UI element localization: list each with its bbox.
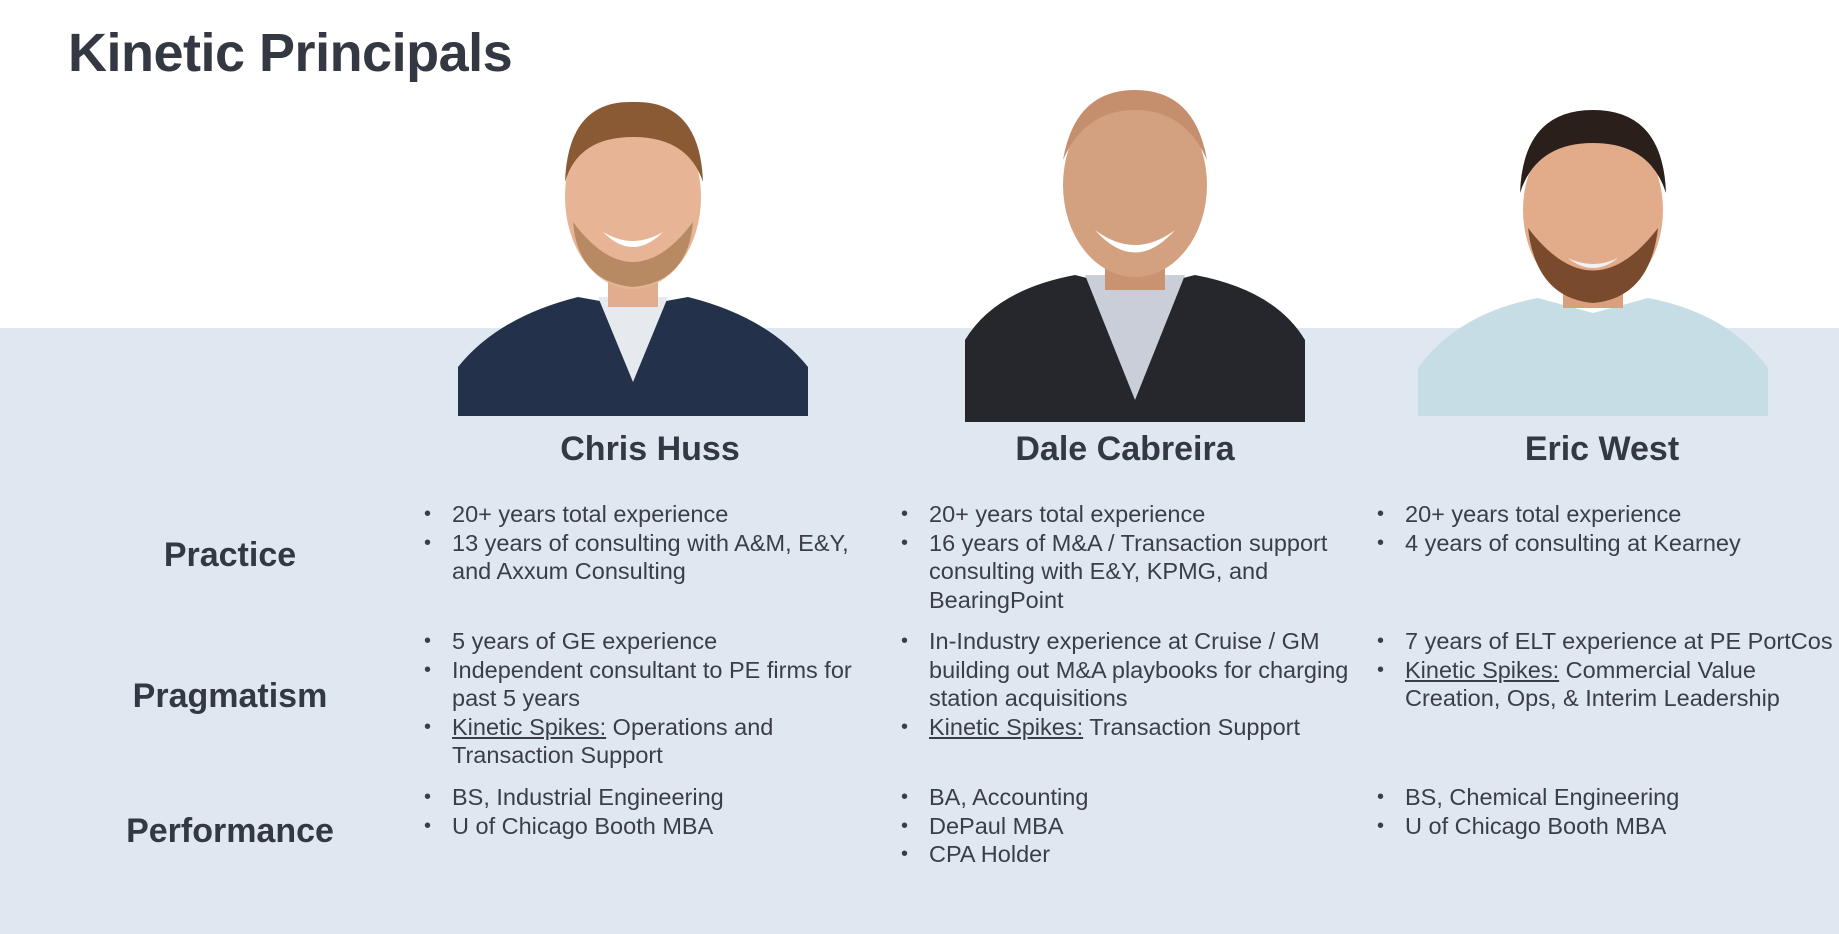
list-item: BS, Industrial Engineering [422, 783, 877, 812]
list-item: U of Chicago Booth MBA [422, 812, 877, 841]
list-item: 5 years of GE experience [422, 627, 877, 656]
kinetic-spikes-label: Kinetic Spikes: [1405, 656, 1560, 683]
list-item: Kinetic Spikes: Operations and Transacti… [422, 713, 877, 770]
page-title: Kinetic Principals [68, 23, 513, 83]
list-item: 4 years of consulting at Kearney [1375, 529, 1835, 558]
kinetic-spikes-text: Operations and Transaction Support [452, 713, 774, 769]
list-item: 20+ years total experience [1375, 500, 1835, 529]
kinetic-spikes-text: Commercial Value Creation, Ops, & Interi… [1405, 656, 1780, 712]
practice-list-dale-cabreira: 20+ years total experience 16 years of M… [899, 500, 1354, 614]
performance-list-dale-cabreira: BA, Accounting DePaul MBA CPA Holder [899, 783, 1354, 869]
list-item: 16 years of M&A / Transaction support co… [899, 529, 1354, 615]
pragmatism-list-dale-cabreira: In-Industry experience at Cruise / GM bu… [899, 627, 1354, 741]
list-item: DePaul MBA [899, 812, 1354, 841]
principal-name-chris-huss: Chris Huss [560, 430, 740, 468]
practice-list-chris-huss: 20+ years total experience 13 years of c… [422, 500, 877, 586]
list-item: Kinetic Spikes: Transaction Support [899, 713, 1354, 742]
list-item: 20+ years total experience [899, 500, 1354, 529]
principal-name-eric-west: Eric West [1524, 430, 1680, 468]
kinetic-spikes-text: Transaction Support [1083, 713, 1300, 740]
portrait-photo-eric-west [1418, 98, 1768, 416]
kinetic-spikes-label: Kinetic Spikes: [452, 713, 607, 740]
list-item: 20+ years total experience [422, 500, 877, 529]
list-item: Kinetic Spikes: Commercial Value Creatio… [1375, 656, 1835, 713]
portrait-photo-chris-huss [458, 82, 808, 416]
list-item: BA, Accounting [899, 783, 1354, 812]
principal-name-dale-cabreira: Dale Cabreira [1015, 430, 1235, 468]
list-item: U of Chicago Booth MBA [1375, 812, 1835, 841]
list-item: 13 years of consulting with A&M, E&Y, an… [422, 529, 877, 586]
kinetic-spikes-label: Kinetic Spikes: [929, 713, 1084, 740]
row-label-pragmatism: Pragmatism [132, 677, 328, 715]
list-item: Independent consultant to PE firms for p… [422, 656, 877, 713]
list-item: BS, Chemical Engineering [1375, 783, 1835, 812]
list-item: 7 years of ELT experience at PE PortCos [1375, 627, 1835, 656]
performance-list-eric-west: BS, Chemical Engineering U of Chicago Bo… [1375, 783, 1835, 840]
list-item: CPA Holder [899, 840, 1354, 869]
pragmatism-list-chris-huss: 5 years of GE experience Independent con… [422, 627, 877, 770]
practice-list-eric-west: 20+ years total experience 4 years of co… [1375, 500, 1835, 557]
list-item: In-Industry experience at Cruise / GM bu… [899, 627, 1354, 713]
performance-list-chris-huss: BS, Industrial Engineering U of Chicago … [422, 783, 877, 840]
portrait-photo-dale-cabreira [965, 80, 1305, 422]
row-label-performance: Performance [126, 812, 334, 850]
pragmatism-list-eric-west: 7 years of ELT experience at PE PortCos … [1375, 627, 1835, 713]
row-label-practice: Practice [163, 536, 297, 574]
